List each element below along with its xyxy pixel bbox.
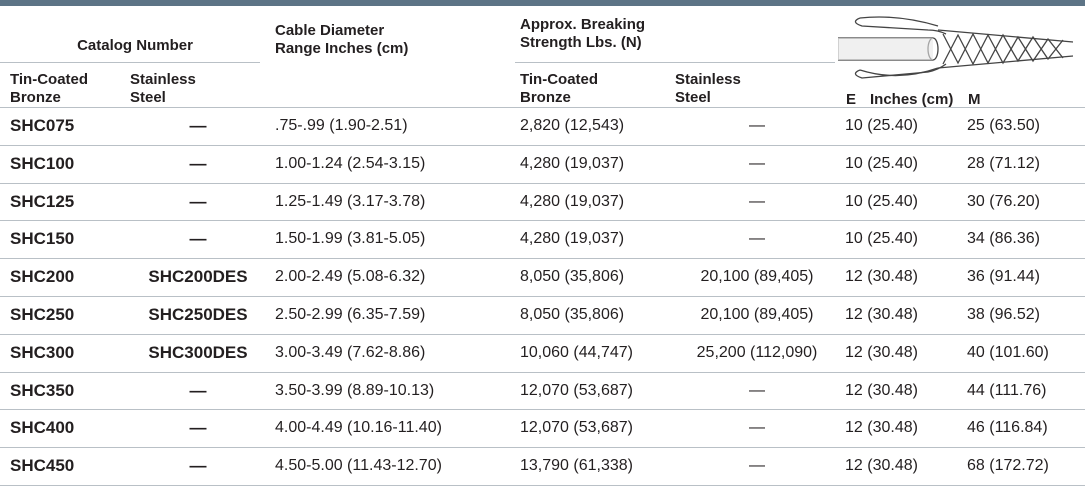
cell: 28 (71.12) bbox=[967, 154, 1040, 172]
cell: 4.00-4.49 (10.16-11.40) bbox=[275, 419, 442, 437]
header-e: E bbox=[846, 91, 857, 108]
cell: SHC250DES bbox=[148, 305, 248, 324]
header-m: M bbox=[968, 91, 981, 108]
cell: 2,820 (12,543) bbox=[520, 117, 625, 134]
cell: — bbox=[749, 154, 765, 172]
cell: 13,790 (61,338) bbox=[520, 457, 633, 475]
cell: 4,280 (19,037) bbox=[520, 154, 625, 172]
cell: 12,070 (53,687) bbox=[520, 381, 633, 399]
row-rule bbox=[0, 334, 1085, 335]
cell: 68 (172.72) bbox=[967, 457, 1049, 475]
row-rule bbox=[0, 447, 1085, 448]
cell: — bbox=[189, 191, 207, 211]
cell: — bbox=[749, 381, 765, 399]
cell: 1.50-1.99 (3.81-5.05) bbox=[275, 230, 426, 248]
cell: 34 (86.36) bbox=[967, 230, 1040, 248]
cell: SHC350 bbox=[10, 380, 75, 400]
cell: SHC150 bbox=[10, 229, 75, 249]
header-catalog: Catalog Number bbox=[77, 37, 193, 54]
cell: 4.50-5.00 (11.43-12.70) bbox=[275, 457, 442, 475]
header-sub: Stainless Steel bbox=[675, 71, 741, 106]
cell: 36 (91.44) bbox=[967, 268, 1040, 286]
header-unit: Inches (cm) bbox=[870, 91, 954, 108]
cell: .75-.99 (1.90-2.51) bbox=[275, 117, 408, 134]
cell: 8,050 (35,806) bbox=[520, 306, 625, 323]
cell: 12 (30.48) bbox=[845, 419, 918, 437]
cell: — bbox=[749, 117, 765, 134]
cell: 3.00-3.49 (7.62-8.86) bbox=[275, 343, 426, 361]
cell: 20,100 (89,405) bbox=[700, 306, 814, 323]
cell: — bbox=[189, 418, 207, 438]
cell: — bbox=[189, 153, 207, 173]
cell: — bbox=[749, 230, 765, 248]
cell: 12 (30.48) bbox=[845, 457, 918, 475]
cell: 10 (25.40) bbox=[845, 154, 918, 172]
cell: — bbox=[749, 457, 765, 475]
header-diameter: Cable Diameter Range Inches (cm) bbox=[275, 22, 409, 57]
header-sub: Stainless Steel bbox=[130, 71, 196, 106]
header-sub: Tin-Coated Bronze bbox=[10, 71, 89, 106]
cell: SHC300DES bbox=[148, 342, 248, 362]
cell: — bbox=[749, 419, 765, 437]
cell: 1.25-1.49 (3.17-3.78) bbox=[275, 192, 426, 210]
cell: 12 (30.48) bbox=[845, 381, 918, 399]
cell: 1.00-1.24 (2.54-3.15) bbox=[275, 154, 426, 172]
cell: SHC200 bbox=[10, 267, 75, 287]
row-rule bbox=[0, 220, 1085, 221]
cell: SHC400 bbox=[10, 418, 75, 438]
cell: SHC250 bbox=[10, 305, 75, 324]
row-rule bbox=[0, 145, 1085, 146]
cell: 46 (116.84) bbox=[967, 419, 1048, 437]
cell: 8,050 (35,806) bbox=[520, 268, 625, 286]
cell: 25,200 (112,090) bbox=[696, 343, 818, 361]
row-rule bbox=[0, 183, 1085, 184]
cell: 4,280 (19,037) bbox=[520, 230, 625, 248]
cell: — bbox=[189, 456, 207, 476]
cell: 12 (30.48) bbox=[845, 268, 918, 286]
cell: — bbox=[189, 380, 207, 400]
rule bbox=[0, 62, 260, 63]
cell: 40 (101.60) bbox=[967, 343, 1049, 361]
cell: 20,100 (89,405) bbox=[700, 268, 814, 286]
cell: SHC100 bbox=[10, 153, 75, 173]
cell: — bbox=[189, 229, 207, 249]
cell: SHC075 bbox=[10, 116, 75, 135]
cell: 10 (25.40) bbox=[845, 192, 918, 210]
cell: 2.50-2.99 (6.35-7.59) bbox=[275, 306, 426, 323]
cell: 44 (111.76) bbox=[967, 381, 1047, 399]
cell: 4,280 (19,037) bbox=[520, 192, 625, 210]
top-bar bbox=[0, 0, 1085, 6]
cell: 10,060 (44,747) bbox=[520, 343, 633, 361]
cable-grip-illustration bbox=[838, 16, 1074, 79]
rule bbox=[0, 107, 1085, 108]
cell: 12 (30.48) bbox=[845, 306, 918, 323]
cell: 10 (25.40) bbox=[845, 230, 918, 248]
row-rule bbox=[0, 372, 1085, 373]
cell: 12 (30.48) bbox=[845, 343, 918, 361]
cell: 38 (96.52) bbox=[967, 306, 1040, 323]
cell: — bbox=[189, 116, 207, 135]
cell: 2.00-2.49 (5.08-6.32) bbox=[275, 268, 426, 286]
cell: 10 (25.40) bbox=[845, 117, 918, 134]
row-rule bbox=[0, 409, 1085, 410]
cell: SHC200DES bbox=[148, 267, 248, 287]
cell: SHC450 bbox=[10, 456, 75, 476]
cell: — bbox=[749, 192, 765, 210]
rule bbox=[515, 62, 835, 63]
cell: SHC125 bbox=[10, 191, 75, 211]
cell: SHC300 bbox=[10, 342, 75, 362]
cell: 12,070 (53,687) bbox=[520, 419, 633, 437]
cell: 30 (76.20) bbox=[967, 192, 1040, 210]
row-rule bbox=[0, 296, 1085, 297]
header-sub: Tin-Coated Bronze bbox=[520, 71, 599, 106]
cell: 3.50-3.99 (8.89-10.13) bbox=[275, 381, 435, 399]
header-strength: Approx. Breaking Strength Lbs. (N) bbox=[520, 16, 646, 51]
cell: 25 (63.50) bbox=[967, 117, 1040, 134]
row-rule bbox=[0, 258, 1085, 259]
